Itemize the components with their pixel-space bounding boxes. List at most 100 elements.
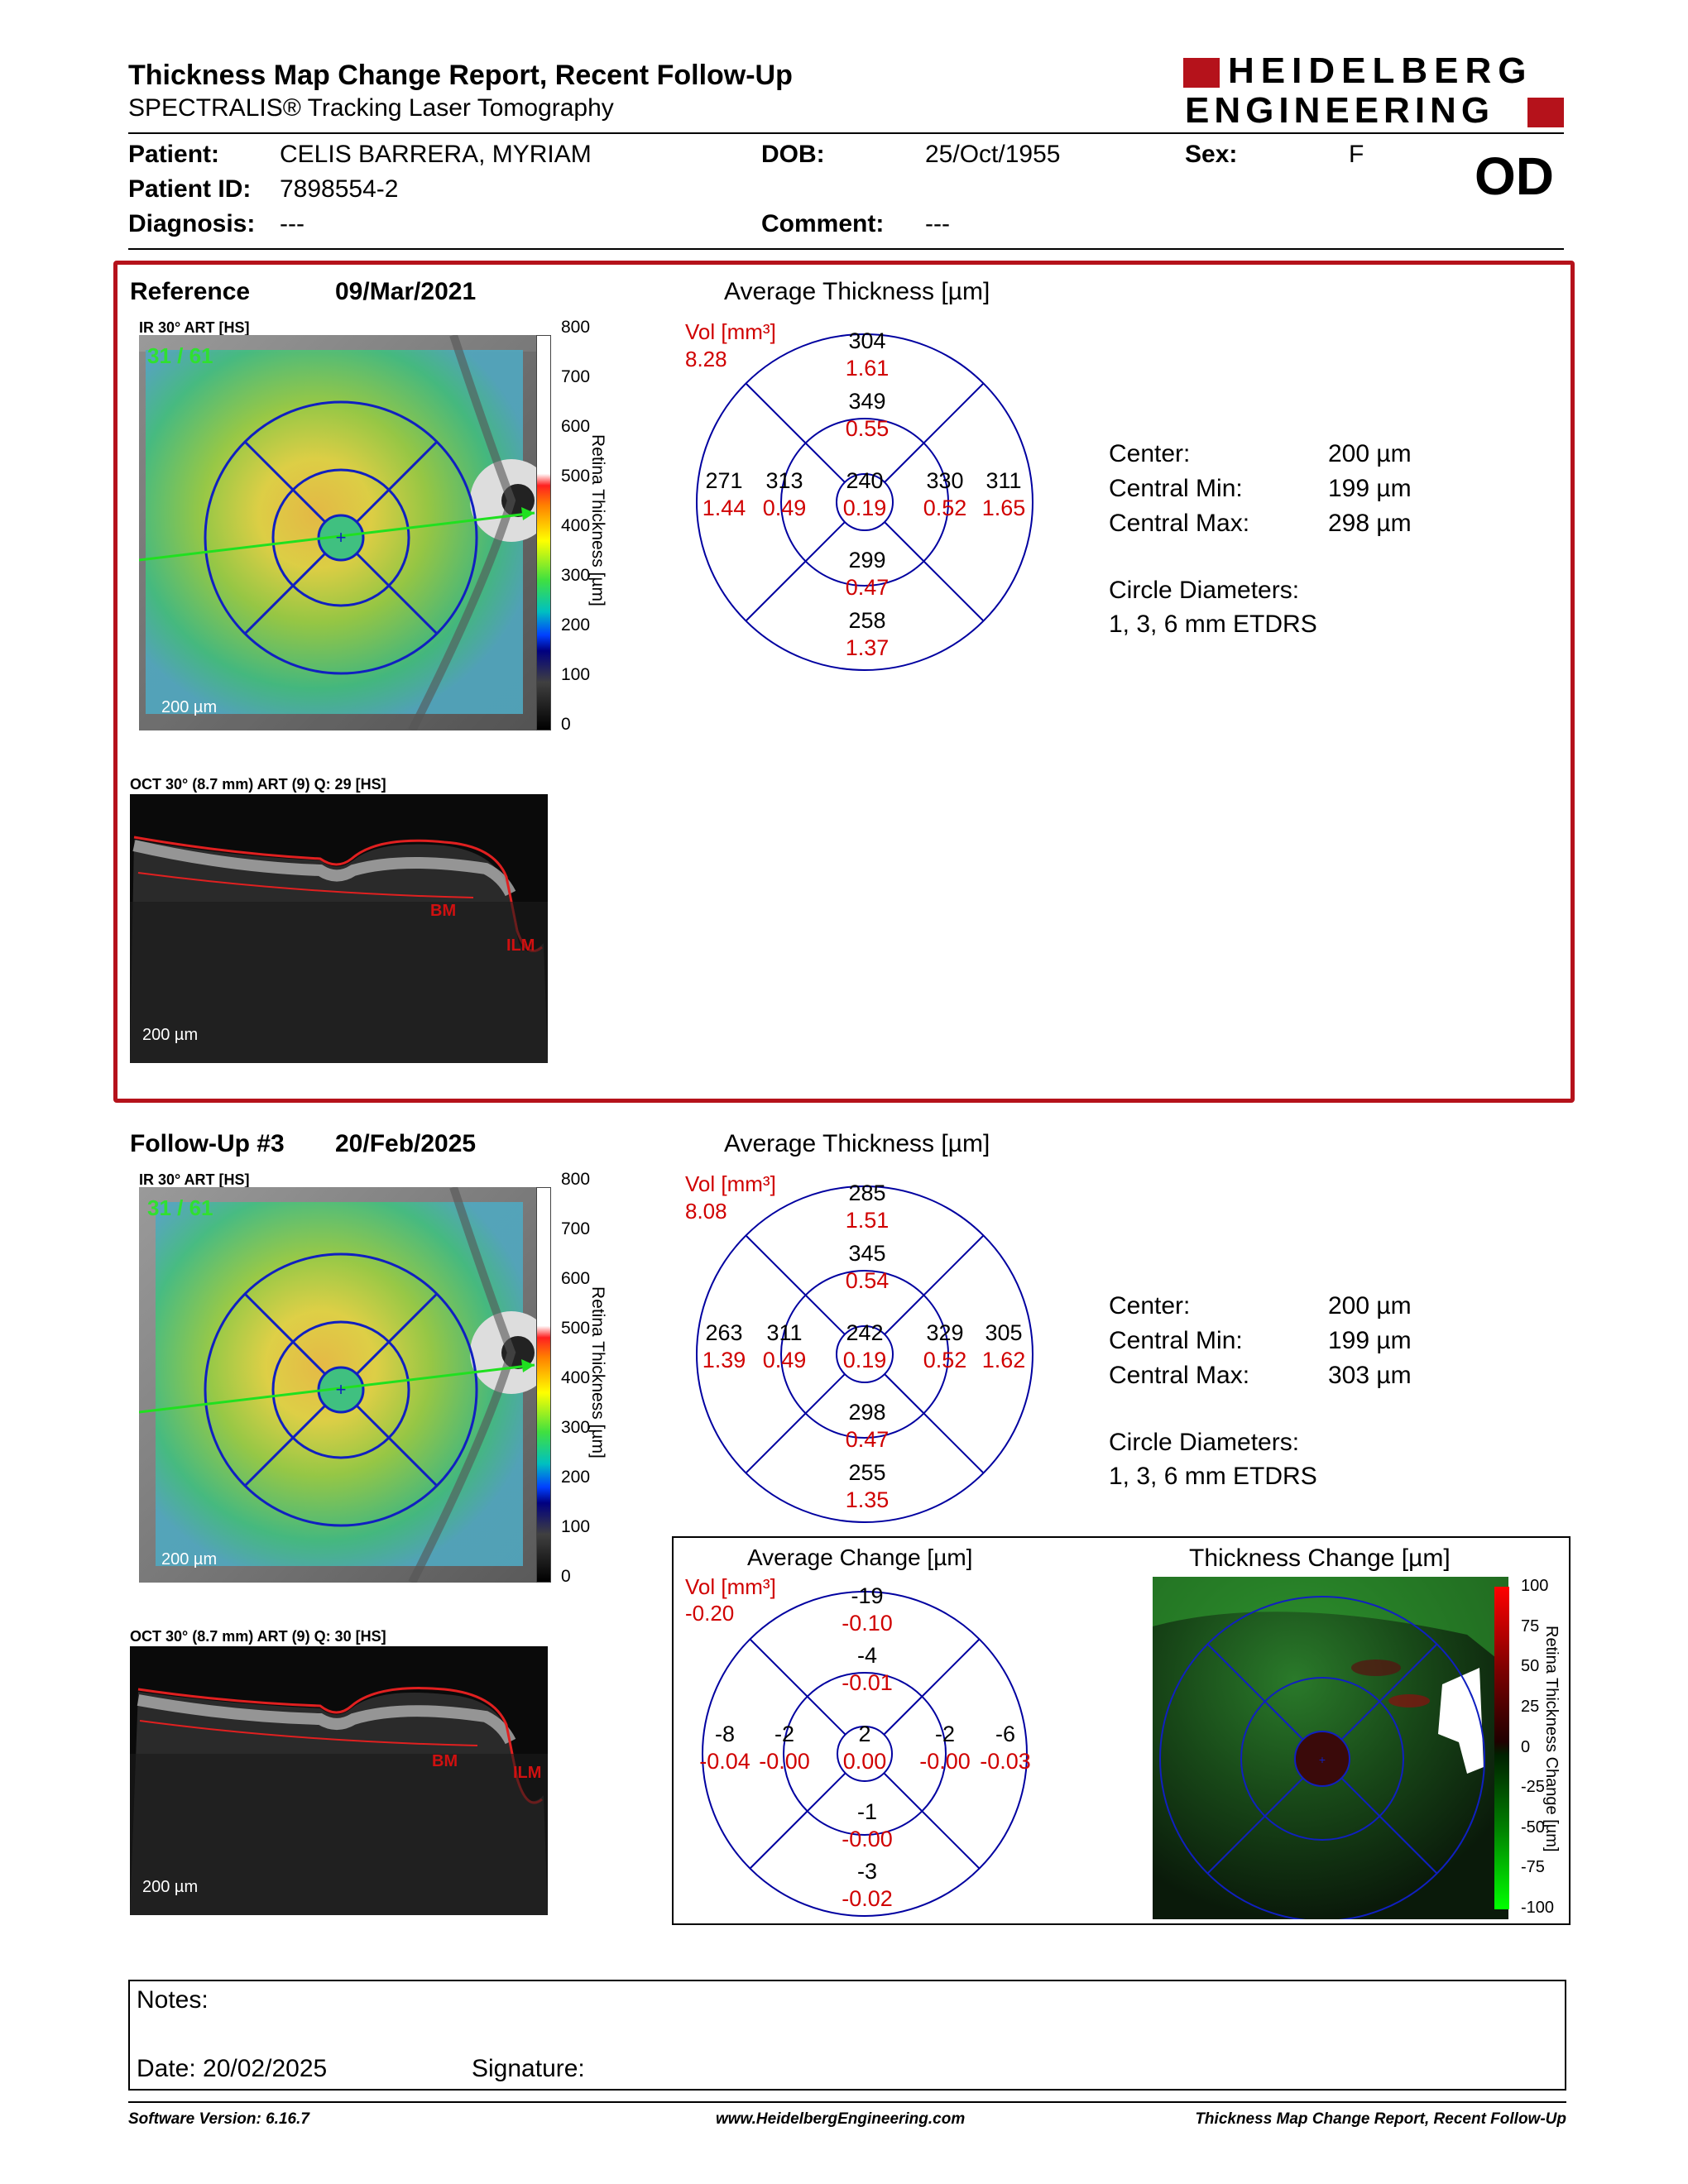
grid-value: 240 <box>846 468 884 493</box>
colorbar-tick: 600 <box>561 417 591 436</box>
colorbar-tick: 300 <box>561 1418 591 1437</box>
grid-value: 305 <box>985 1320 1023 1345</box>
grid-volume: 1.37 <box>845 635 890 660</box>
grid-volume: 0.54 <box>845 1268 890 1293</box>
reference-frame <box>113 261 1575 1103</box>
comment-value: --- <box>925 210 950 237</box>
grid-volume: 0.47 <box>845 575 890 600</box>
center-label: Center: <box>1109 440 1191 467</box>
svg-text:+: + <box>1319 1753 1326 1766</box>
followup-ilm-label: ILM <box>513 1764 542 1782</box>
followup-colorbar <box>536 1187 551 1583</box>
central-min-label: Central Min: <box>1109 1327 1243 1354</box>
colorbar-tick: 700 <box>561 367 591 386</box>
signature-label: Signature: <box>472 2055 585 2082</box>
grid-value: 330 <box>926 468 964 493</box>
change-avg-title: Average Change [µm] <box>747 1545 973 1570</box>
grid-volume: 1.44 <box>702 496 746 520</box>
change-grid-value: -2 <box>934 1722 955 1746</box>
grid-value: 349 <box>848 389 886 414</box>
patient-id: 7898554-2 <box>280 175 399 203</box>
grid-value: 311 <box>985 468 1022 493</box>
change-vol-label: Vol [mm³] <box>685 1574 776 1599</box>
patient-label: Patient: <box>128 141 220 168</box>
grid-value: 313 <box>765 468 803 493</box>
grid-value: 311 <box>766 1320 803 1345</box>
change-grid-volume: -0.04 <box>699 1749 750 1774</box>
change-axis-wrap: Retina Thickness Change [µm] <box>1541 1626 1566 1874</box>
grid-value: 329 <box>926 1320 964 1345</box>
thickness-change-map: + <box>1153 1577 1508 1919</box>
change-colorbar-tick: 75 <box>1521 1617 1540 1636</box>
followup-vol-label: Vol [mm³] <box>685 1171 776 1196</box>
grid-value: 263 <box>705 1320 743 1345</box>
central-max-label: Central Max: <box>1109 510 1250 537</box>
change-grid-volume: -0.10 <box>842 1611 893 1636</box>
change-colorbar-tick: -50 <box>1521 1818 1545 1837</box>
notes-box <box>128 1980 1566 2091</box>
notes-label: Notes: <box>137 1986 209 2014</box>
circle-diameters-label: Circle Diameters: <box>1109 577 1300 604</box>
change-grid-volume: -0.02 <box>842 1886 893 1911</box>
reference-oct-label: OCT 30° (8.7 mm) ART (9) Q: 29 [HS] <box>130 776 386 793</box>
dob-value: 25/Oct/1955 <box>925 141 1061 168</box>
central-max-value: 303 µm <box>1328 1362 1412 1389</box>
center-value: 200 µm <box>1328 1292 1412 1320</box>
followup-ir-scale: 200 µm <box>161 1550 218 1569</box>
grid-volume: 0.19 <box>842 1348 887 1372</box>
change-grid-value: -3 <box>856 1859 877 1884</box>
followup-etdrs-grid <box>696 1185 1033 1523</box>
diagnosis-value: --- <box>280 210 305 237</box>
circle-diameters-value: 1, 3, 6 mm ETDRS <box>1109 611 1317 638</box>
colorbar-axis-label: Retina Thickness [µm] <box>588 1286 607 1458</box>
grid-value: 242 <box>846 1320 884 1345</box>
colorbar-axis-wrap: Retina Thickness [µm] <box>586 1286 611 1485</box>
grid-volume: 1.65 <box>981 496 1026 520</box>
grid-volume: 0.55 <box>845 416 890 441</box>
grid-volume: 1.39 <box>702 1348 746 1372</box>
svg-text:+: + <box>336 527 347 548</box>
followup-avg-title: Average Thickness [µm] <box>724 1130 990 1157</box>
change-grid-volume: -0.00 <box>919 1749 971 1774</box>
colorbar-tick: 500 <box>561 467 591 486</box>
report-title: Thickness Map Change Report, Recent Foll… <box>128 60 793 91</box>
change-grid-volume: 0.00 <box>842 1749 887 1774</box>
change-grid-value: -1 <box>856 1799 877 1824</box>
colorbar-tick: 800 <box>561 1170 591 1189</box>
sex-label: Sex: <box>1185 141 1238 168</box>
change-grid-value: -8 <box>714 1722 735 1746</box>
reference-ir-label: IR 30° ART [HS] <box>139 319 250 336</box>
central-min-value: 199 µm <box>1328 475 1412 502</box>
change-colorbar-tick: -100 <box>1521 1899 1555 1917</box>
change-grid-volume: -0.01 <box>842 1670 893 1695</box>
dob-label: DOB: <box>761 141 825 168</box>
logo-line-2: ENGINEERING <box>1185 90 1495 131</box>
reference-vol-label: Vol [mm³] <box>685 319 776 344</box>
website-link[interactable]: www.HeidelbergEngineering.com <box>716 2110 966 2128</box>
followup-label: Follow-Up #3 <box>130 1130 285 1157</box>
followup-etdrs-overlay: + <box>139 1252 535 1527</box>
reference-ir-image <box>139 335 536 730</box>
patient-id-label: Patient ID: <box>128 175 252 203</box>
reference-ir-scale: 200 µm <box>161 698 218 716</box>
reference-avg-title: Average Thickness [µm] <box>724 278 990 305</box>
change-etdrs-grid <box>702 1591 1028 1917</box>
change-grid-volume: -0.00 <box>759 1749 810 1774</box>
colorbar-tick: 400 <box>561 516 591 535</box>
colorbar-tick: 500 <box>561 1319 591 1338</box>
followup-ir-label: IR 30° ART [HS] <box>139 1171 250 1188</box>
colorbar-tick: 800 <box>561 318 591 337</box>
grid-volume: 0.52 <box>923 1348 967 1372</box>
change-colorbar-tick: 50 <box>1521 1657 1540 1675</box>
colorbar-axis-wrap: Retina Thickness [µm] <box>586 434 611 633</box>
followup-oct-label: OCT 30° (8.7 mm) ART (9) Q: 30 [HS] <box>130 1628 386 1645</box>
software-version: Software Version: 6.16.7 <box>128 2110 309 2128</box>
change-grid-value: -2 <box>774 1722 794 1746</box>
colorbar-tick: 200 <box>561 1468 591 1487</box>
logo-line-1: HEIDELBERG <box>1228 50 1533 91</box>
followup-ir-overlay: 31 / 61 <box>147 1195 213 1220</box>
colorbar-tick: 400 <box>561 1368 591 1387</box>
central-min-value: 199 µm <box>1328 1327 1412 1354</box>
center-value: 200 µm <box>1328 440 1412 467</box>
followup-oct-image <box>130 1646 548 1915</box>
